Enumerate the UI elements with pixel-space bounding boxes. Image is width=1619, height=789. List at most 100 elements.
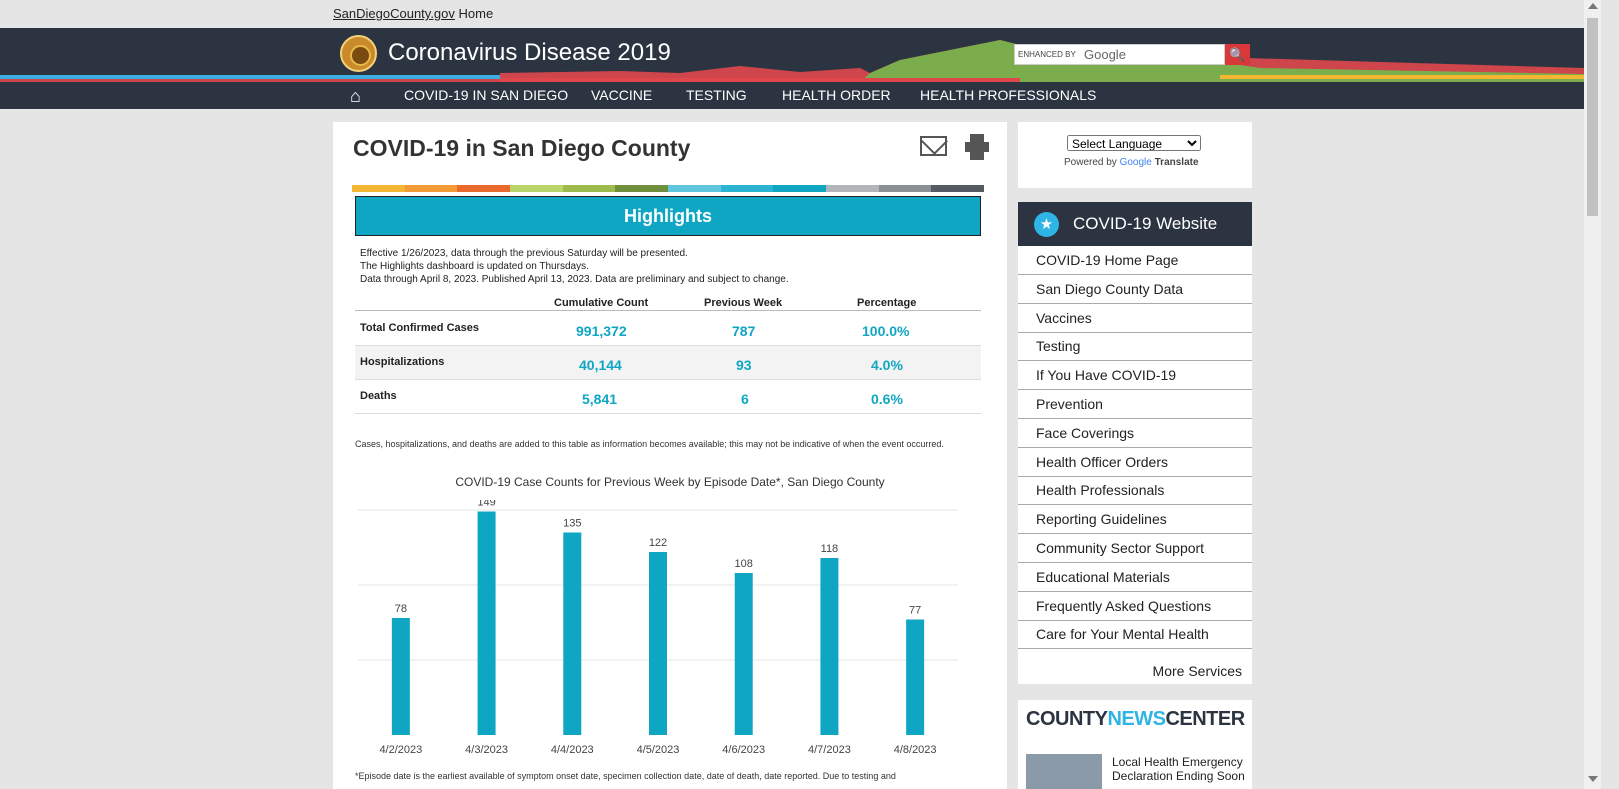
print-icon[interactable]	[965, 134, 989, 160]
search-google-label: Google	[1084, 47, 1126, 62]
row-label: Hospitalizations	[360, 356, 445, 368]
menu-item[interactable]: Care for Your Mental Health	[1018, 620, 1252, 650]
county-news-center: COUNTYNEWSCENTER Local Health Emergency …	[1018, 700, 1252, 789]
x-tick-label: 4/2/2023	[379, 744, 422, 756]
menu-item[interactable]: Testing	[1018, 332, 1252, 362]
data-label: 135	[563, 518, 581, 530]
x-tick-label: 4/5/2023	[637, 744, 680, 756]
bar[interactable]	[649, 552, 667, 735]
color-strip	[352, 185, 985, 192]
table-row: Hospitalizations 40,144 93 4.0%	[355, 346, 981, 380]
menu-item[interactable]: COVID-19 Home Page	[1018, 246, 1252, 275]
news-thumbnail[interactable]	[1026, 754, 1102, 789]
menu-item[interactable]: Reporting Guidelines	[1018, 505, 1252, 535]
cell-cumulative: 991,372	[576, 323, 627, 339]
home-link-label[interactable]: Home	[458, 6, 494, 21]
table-header: Cumulative Count Previous Week Percentag…	[355, 297, 981, 311]
cell-percentage: 0.6%	[871, 391, 903, 407]
data-label: 77	[909, 605, 921, 617]
table-footnote: Cases, hospitalizations, and deaths are …	[355, 439, 944, 449]
site-title[interactable]: Coronavirus Disease 2019	[388, 39, 671, 66]
site-header: Coronavirus Disease 2019 ENHANCED BY Goo…	[0, 28, 1584, 82]
menu-item[interactable]: If You Have COVID-19	[1018, 361, 1252, 391]
menu-item[interactable]: Health Officer Orders	[1018, 448, 1252, 477]
chart-footnote: *Episode date is the earliest available …	[355, 771, 896, 781]
data-label: 78	[395, 603, 407, 615]
data-label: 149	[477, 500, 495, 509]
search-icon: 🔍	[1229, 47, 1246, 62]
data-notes: Effective 1/26/2023, data through the pr…	[360, 247, 789, 286]
note-line: Data through April 8, 2023. Published Ap…	[360, 274, 789, 285]
menu-item[interactable]: Face Coverings	[1018, 419, 1252, 448]
row-label: Deaths	[360, 390, 397, 402]
search-enhanced-label: ENHANCED BY	[1018, 50, 1076, 59]
page-title: COVID-19 in San Diego County	[353, 135, 691, 161]
scroll-up-icon[interactable]	[1588, 3, 1598, 9]
bar[interactable]	[820, 558, 839, 735]
cell-cumulative: 5,841	[582, 391, 618, 407]
menu-item[interactable]: Prevention	[1018, 390, 1252, 419]
menu-item[interactable]: Frequently Asked Questions	[1018, 592, 1252, 621]
row-label: Total Confirmed Cases	[360, 322, 479, 334]
table-row: Deaths 5,841 6 0.6%	[355, 380, 981, 414]
search-button[interactable]: 🔍	[1225, 44, 1250, 65]
case-counts-bar-chart: 78 4/2/2023 149 4/3/2023 135 4/4/2023 122 4/5/2…	[358, 500, 958, 756]
scroll-thumb[interactable]	[1587, 18, 1598, 216]
page-scrollbar[interactable]	[1584, 0, 1601, 789]
highlights-banner: Highlights	[355, 196, 981, 236]
x-tick-label: 4/3/2023	[465, 744, 508, 756]
menu-item[interactable]: Health Professionals	[1018, 476, 1252, 506]
cell-percentage: 100.0%	[862, 323, 910, 339]
county-site-link[interactable]: SanDiegoCounty.gov	[333, 6, 455, 21]
bar[interactable]	[906, 619, 925, 736]
home-icon[interactable]: ⌂	[350, 86, 361, 106]
header-hills-graphic	[0, 40, 1584, 82]
x-tick-label: 4/6/2023	[722, 744, 765, 756]
cell-percentage: 4.0%	[871, 357, 903, 373]
news-headline[interactable]: Local Health Emergency Declaration Endin…	[1112, 755, 1245, 783]
menu-item[interactable]: San Diego County Data	[1018, 275, 1252, 304]
more-services-link[interactable]: More Services	[1152, 663, 1242, 679]
language-panel: Select Language Powered by Google Transl…	[1018, 122, 1252, 188]
cell-previous: 787	[732, 323, 756, 339]
cell-cumulative: 40,144	[579, 357, 622, 373]
powered-by-label: Powered by	[1064, 157, 1117, 168]
nav-health-professionals[interactable]: HEALTH PROFESSIONALS	[920, 87, 1097, 103]
scroll-down-icon[interactable]	[1588, 776, 1598, 782]
data-label: 108	[735, 558, 753, 570]
news-center-logo[interactable]: COUNTYNEWSCENTER	[1026, 708, 1245, 730]
nav-testing[interactable]: TESTING	[686, 87, 747, 103]
bar[interactable]	[477, 511, 496, 736]
county-seal-logo[interactable]	[340, 35, 377, 72]
covid-website-menu: ★ COVID-19 Website COVID-19 Home Page San…	[1018, 202, 1252, 684]
cell-previous: 6	[741, 391, 749, 407]
top-utility-bar: SanDiegoCounty.gov Home	[0, 0, 1584, 28]
data-label: 118	[821, 543, 839, 555]
language-select[interactable]: Select Language	[1067, 135, 1201, 151]
powered-by-google-translate[interactable]: Powered by Google Translate	[1064, 157, 1199, 168]
menu-item[interactable]: Vaccines	[1018, 304, 1252, 333]
col-percentage: Percentage	[857, 297, 917, 309]
menu-item[interactable]: Community Sector Support	[1018, 534, 1252, 563]
county-home-link[interactable]: SanDiegoCounty.gov Home	[333, 6, 493, 21]
menu-title: COVID-19 Website	[1073, 214, 1218, 233]
nav-health-order[interactable]: HEALTH ORDER	[782, 87, 891, 103]
col-previous-week: Previous Week	[704, 297, 783, 309]
bar[interactable]	[563, 532, 582, 736]
note-line: The Highlights dashboard is updated on T…	[360, 261, 589, 272]
main-content-card: COVID-19 in San Diego County Highlights …	[333, 122, 1007, 789]
search-input[interactable]: ENHANCED BY Google	[1014, 44, 1225, 65]
menu-item[interactable]: Educational Materials	[1018, 563, 1252, 592]
nav-vaccine[interactable]: VACCINE	[591, 87, 653, 103]
x-tick-label: 4/8/2023	[894, 744, 937, 756]
bar[interactable]	[734, 573, 753, 735]
data-label: 122	[649, 537, 667, 549]
email-icon[interactable]	[920, 136, 947, 156]
google-logo-text: Google	[1119, 157, 1152, 168]
x-tick-label: 4/7/2023	[808, 744, 851, 756]
main-nav: ⌂ COVID-19 IN SAN DIEGO VACCINE TESTING …	[0, 82, 1584, 109]
nav-covid-in-san-diego[interactable]: COVID-19 IN SAN DIEGO	[404, 87, 569, 103]
chart-title: COVID-19 Case Counts for Previous Week b…	[455, 475, 885, 489]
cell-previous: 93	[736, 357, 752, 373]
bar[interactable]	[391, 618, 410, 735]
